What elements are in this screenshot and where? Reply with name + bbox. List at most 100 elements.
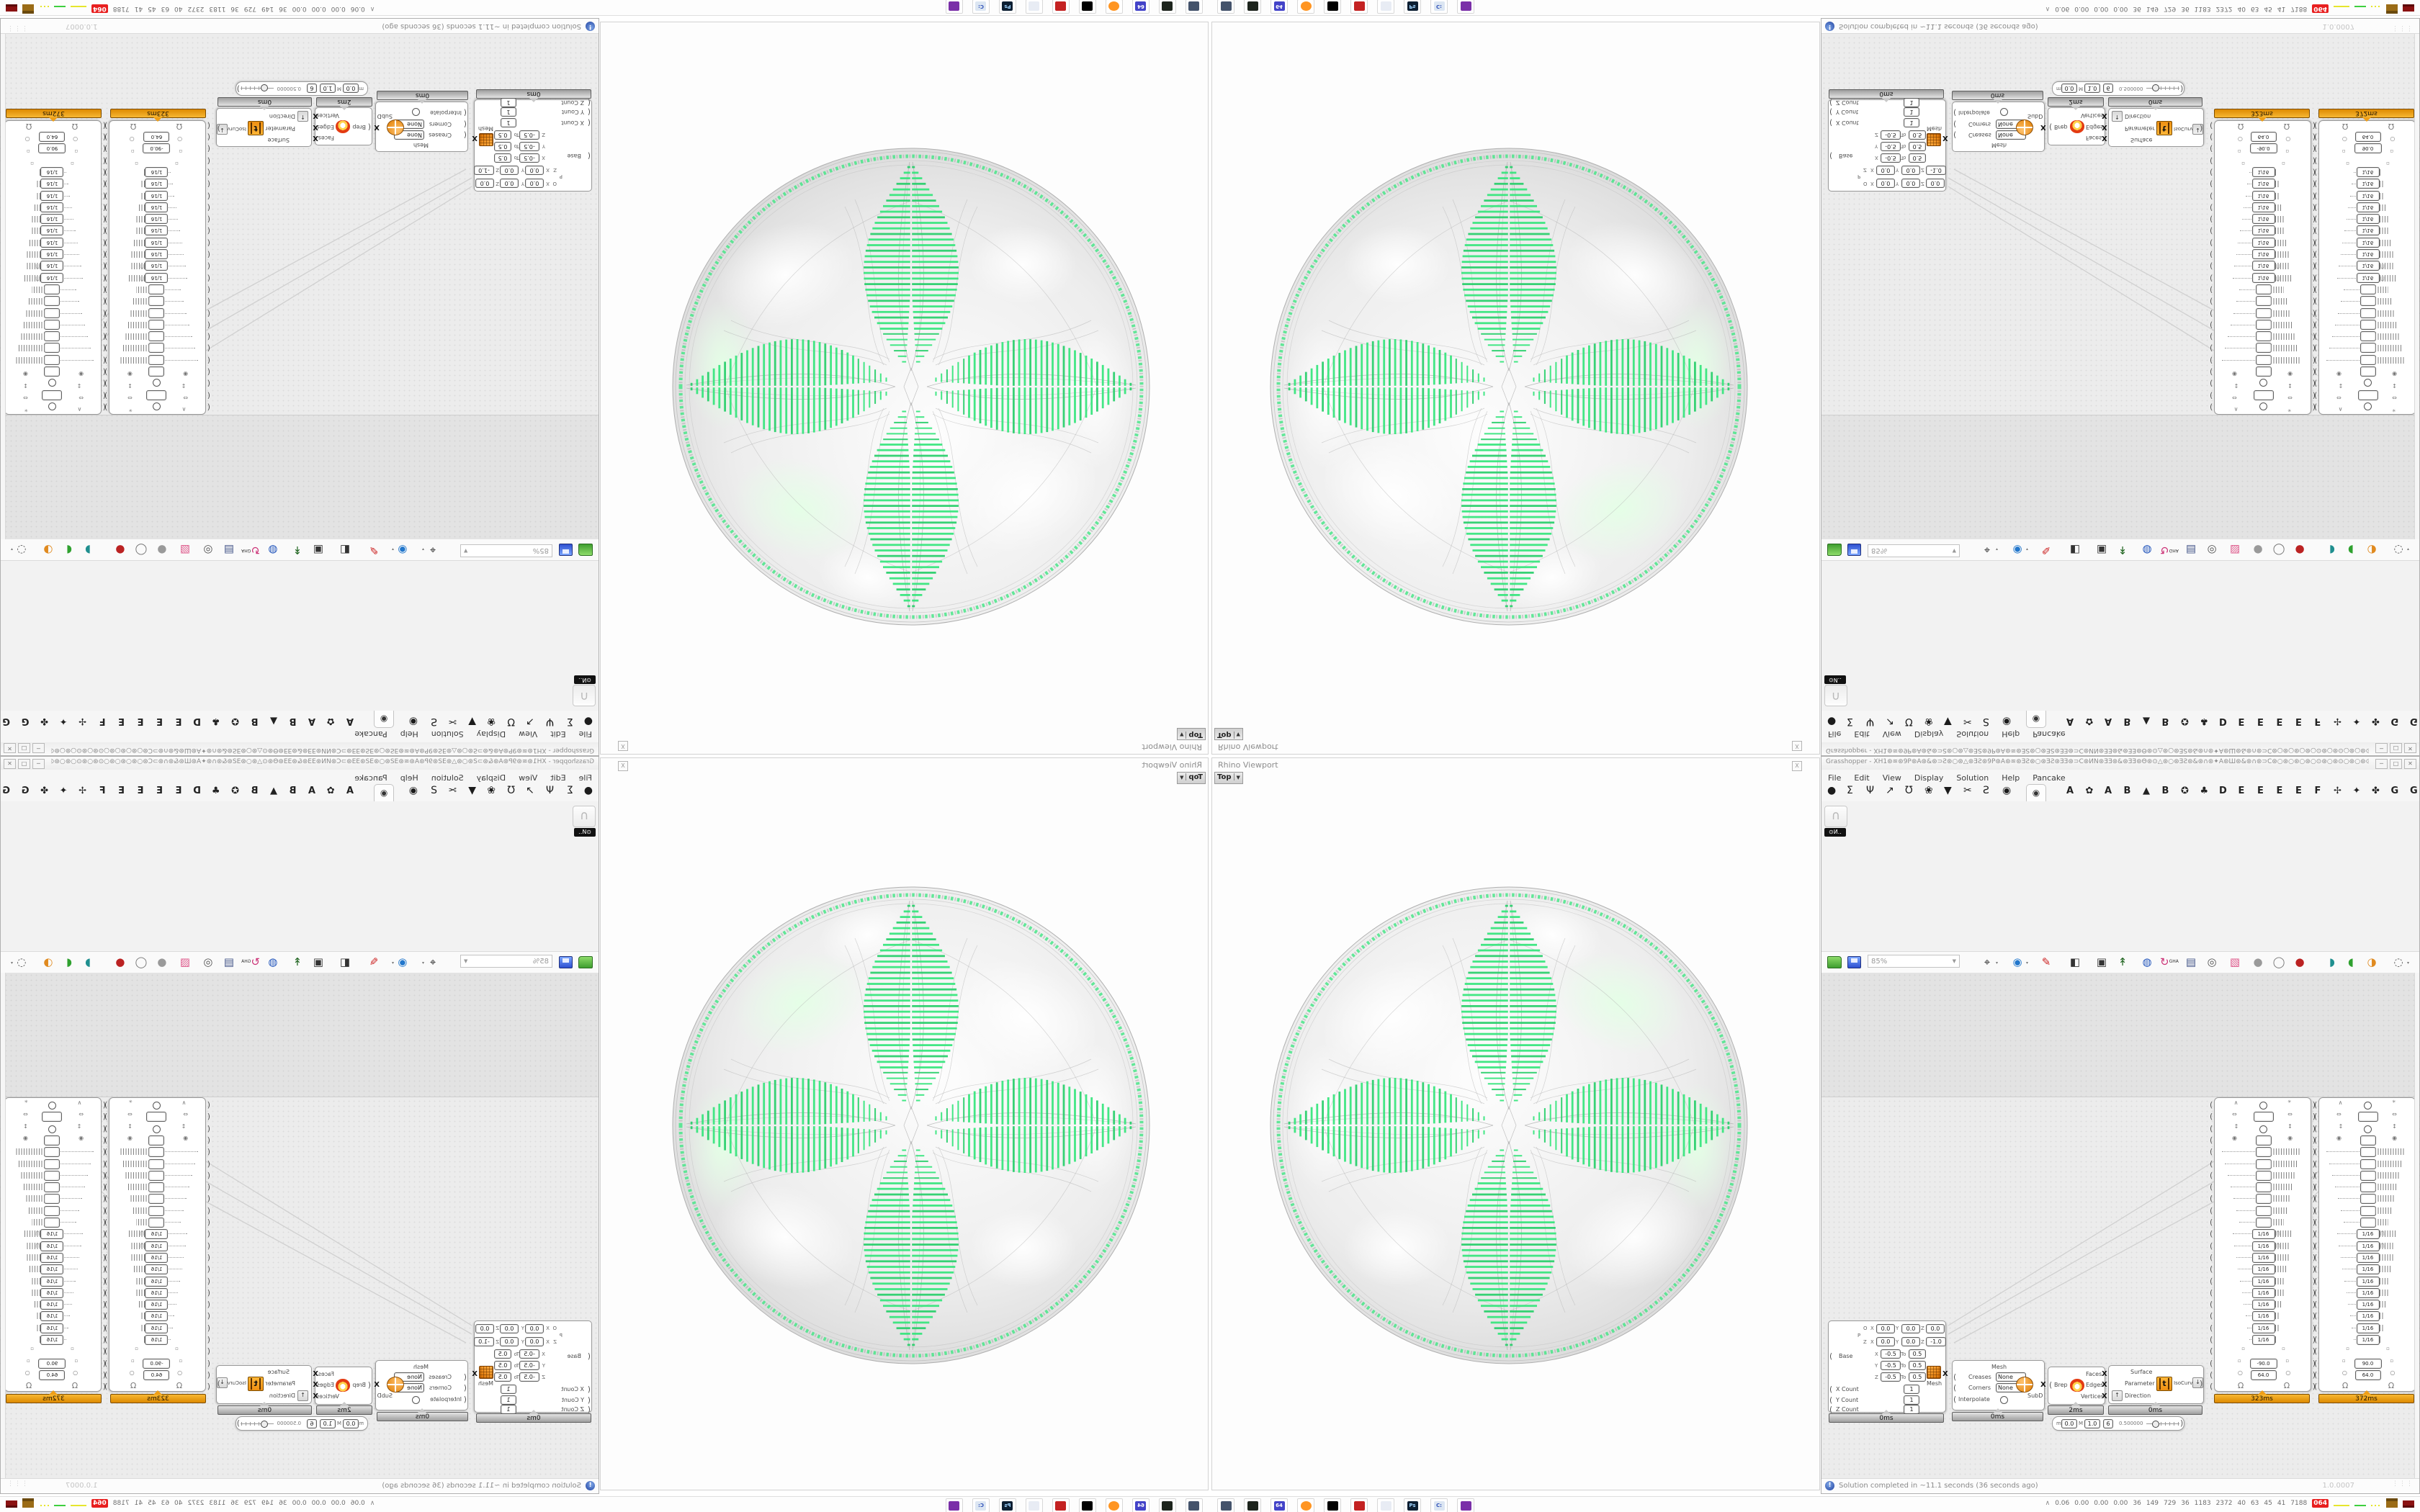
save-file-icon[interactable] <box>559 956 573 968</box>
menu-solution[interactable]: Solution <box>431 773 464 783</box>
bird-tab-icon[interactable]: ♣ <box>211 786 220 796</box>
slider-knob[interactable] <box>2152 1421 2159 1428</box>
pool-value-box[interactable]: 1/16 <box>40 1335 64 1345</box>
chevron-down-icon[interactable]: ▾ <box>2026 960 2029 966</box>
shield-tab-icon[interactable]: ✪ <box>231 786 239 796</box>
transform-tab-icon[interactable]: Ƨ <box>1983 716 1989 727</box>
transform-tab-icon[interactable]: Ƨ <box>431 716 437 727</box>
tab-e-1[interactable]: E <box>175 716 182 726</box>
tab-g-1[interactable]: G <box>2390 716 2399 726</box>
pool-value-box[interactable]: 1/16 <box>2251 1335 2275 1345</box>
tab-e-1[interactable]: E <box>175 786 182 796</box>
surface-tab-icon[interactable]: ❀ <box>487 785 496 796</box>
menu-view[interactable]: View <box>1882 773 1901 783</box>
pool-value-box[interactable] <box>148 1218 165 1228</box>
minimize-button[interactable]: ─ <box>32 759 45 769</box>
isocurve-component[interactable]: Surface Parameter t IsoCurve ↓ ) ↑ Direc… <box>216 108 312 147</box>
range-y-from-field[interactable]: -0.5 <box>1881 1361 1901 1370</box>
x-count-field[interactable]: 1 <box>1904 118 1919 127</box>
selection-lasso-icon[interactable]: ◌ <box>2393 955 2403 968</box>
menu-edit[interactable]: Edit <box>1854 773 1870 783</box>
brep-component[interactable]: ( Brep Faces X Edges X Vertices X <box>313 1367 372 1405</box>
notes-icon[interactable]: ▤ <box>2185 544 2197 557</box>
group-green-icon[interactable]: ◖ <box>2348 955 2354 968</box>
grasshopper-titlebar[interactable]: Grasshopper - XH1⊛≋⊛9P⊛A⊛&⊛⊃Ƨ⊛○⊛△⊛ƎƧ⊛9P⊛… <box>1 742 599 755</box>
pool-value-box[interactable]: 90.0 <box>2354 143 2382 154</box>
darktable-icon[interactable] <box>1052 0 1070 14</box>
zoom-extents-icon[interactable]: ⌖ <box>429 544 436 557</box>
curve-tab-icon[interactable]: Ʊ <box>1905 785 1913 796</box>
pool-value-box[interactable] <box>2255 1170 2272 1181</box>
pool-value-box[interactable]: 90.0 <box>38 1358 66 1369</box>
sketch-pen-icon[interactable]: ✎ <box>369 955 379 968</box>
pool-circle[interactable] <box>2363 1125 2372 1133</box>
pool-value-box[interactable]: -90.0 <box>2249 1358 2277 1369</box>
pool-value-box[interactable] <box>44 307 60 318</box>
mesh-output-connector[interactable]: X <box>1942 134 1948 142</box>
pool-value-box[interactable] <box>44 354 60 365</box>
pool-value-box[interactable]: -90.0 <box>2249 143 2277 154</box>
pool-value-box[interactable]: 1/16 <box>2356 1276 2380 1287</box>
speaker-icon[interactable]: ▣ <box>2096 544 2107 557</box>
pool-value-box[interactable] <box>44 343 60 354</box>
group-orange-icon[interactable]: ◑ <box>2367 955 2377 968</box>
grasshopper-titlebar[interactable]: Grasshopper - XH1⊛≋⊛9P⊛A⊛&⊛⊃Ƨ⊛○⊛△⊛ƎƧ⊛9P⊛… <box>1821 742 2419 755</box>
profiler-icon[interactable]: ◎ <box>203 544 213 557</box>
plugin-box-icon[interactable]: ▧ <box>2229 955 2241 968</box>
pool-circle[interactable] <box>48 1102 57 1110</box>
ribbon-component-widget[interactable]: ∩ ⊙Ͷ‥ <box>1824 806 1847 837</box>
pool-value-box[interactable] <box>148 1182 165 1193</box>
chevron-down-icon[interactable]: ▾ <box>391 546 394 552</box>
tab-e-4[interactable]: E <box>2295 716 2302 726</box>
interpolate-toggle[interactable] <box>412 1396 420 1404</box>
pool-value-box[interactable] <box>2360 307 2376 318</box>
brep-component[interactable]: ( Brep Faces X Edges X Vertices X <box>2048 107 2107 145</box>
terminal-blue-icon[interactable]: C: <box>972 0 990 14</box>
flower-tab-icon[interactable]: ✿ <box>2085 786 2094 796</box>
slider-max-field[interactable]: 1.0 <box>2084 84 2100 93</box>
zaxis-y-field[interactable]: 0.0 <box>1901 1337 1920 1346</box>
tab-b-2[interactable]: B <box>251 786 259 796</box>
pool-value-box[interactable]: 1/16 <box>145 249 169 260</box>
screenshot-tool-icon[interactable] <box>1217 0 1234 14</box>
preview-ghost-icon[interactable]: ◯ <box>2272 955 2285 968</box>
bug-tab-icon[interactable]: ✦ <box>2352 786 2361 796</box>
surface-tab-icon[interactable]: ❀ <box>1924 785 1933 796</box>
speaker-icon[interactable]: ▣ <box>313 544 324 557</box>
minimize-button[interactable]: ─ <box>2375 743 2388 753</box>
wolf-app-icon[interactable] <box>1324 0 1341 14</box>
tab-a-1[interactable]: A <box>2066 716 2074 726</box>
open-file-icon[interactable] <box>1827 544 1842 556</box>
pool-value-box[interactable]: 1/16 <box>40 1252 64 1263</box>
bird-tab-icon[interactable]: ♣ <box>2200 716 2209 726</box>
pool-value-box[interactable]: 1/16 <box>145 179 169 189</box>
screenshot-tool-icon[interactable] <box>1217 1498 1234 1512</box>
range-z-to-field[interactable]: 0.5 <box>1909 130 1926 140</box>
ribbon-component-widget[interactable]: ∩ ⊙Ͷ‥ <box>1824 675 1847 706</box>
pool-value-box[interactable] <box>148 1147 165 1158</box>
viewport-tab-top[interactable]: Top▼ <box>1177 728 1206 740</box>
floppy-64-icon[interactable]: 64 <box>1270 1498 1288 1512</box>
slider-min-field[interactable]: 0.0 <box>343 84 359 93</box>
menu-display[interactable]: Display <box>476 729 506 739</box>
shield-tab-icon[interactable]: ✪ <box>2181 716 2189 726</box>
shield-tab-icon[interactable]: ✪ <box>2181 786 2189 796</box>
x-count-field[interactable]: 1 <box>501 118 516 127</box>
close-button[interactable]: ✕ <box>2404 759 2416 769</box>
tab-a-2[interactable]: A <box>308 716 315 726</box>
sketch-pen-icon[interactable]: ✎ <box>2041 544 2051 557</box>
grasshopper-canvas[interactable]: O X 0.0 Y 0.0 Z 0.0 P Z X 0.0 Y 0.0 Z <box>0 973 599 1480</box>
pool-value-box[interactable] <box>2255 1135 2272 1146</box>
pool-value-box[interactable]: 1/16 <box>40 1241 64 1251</box>
viewport-close-button[interactable]: X <box>618 741 628 751</box>
group-orange-icon[interactable]: ◑ <box>2367 544 2377 557</box>
tab-e-4[interactable]: E <box>2295 786 2302 796</box>
origin-x-field[interactable]: 0.0 <box>525 1324 544 1333</box>
gene-pool-panel-1[interactable]: ()∧✳()⇔⇔()↕↕()◉◉()()()()()()()()1/16∩()1… <box>2210 120 2316 415</box>
pool-value-box[interactable]: 1/16 <box>2251 1311 2275 1322</box>
mosquito-tab-icon[interactable]: ✢ <box>79 786 86 796</box>
pool-value-box[interactable] <box>2255 1194 2272 1205</box>
axes-icon[interactable]: ↟ <box>2118 955 2128 968</box>
group-teal-icon[interactable]: ◗ <box>85 955 91 968</box>
grasshopper-titlebar[interactable]: Grasshopper - XH1⊛≋⊛9P⊛A⊛&⊛⊃Ƨ⊛○⊛△⊛ƎƧ⊛9P⊛… <box>1821 757 2419 770</box>
